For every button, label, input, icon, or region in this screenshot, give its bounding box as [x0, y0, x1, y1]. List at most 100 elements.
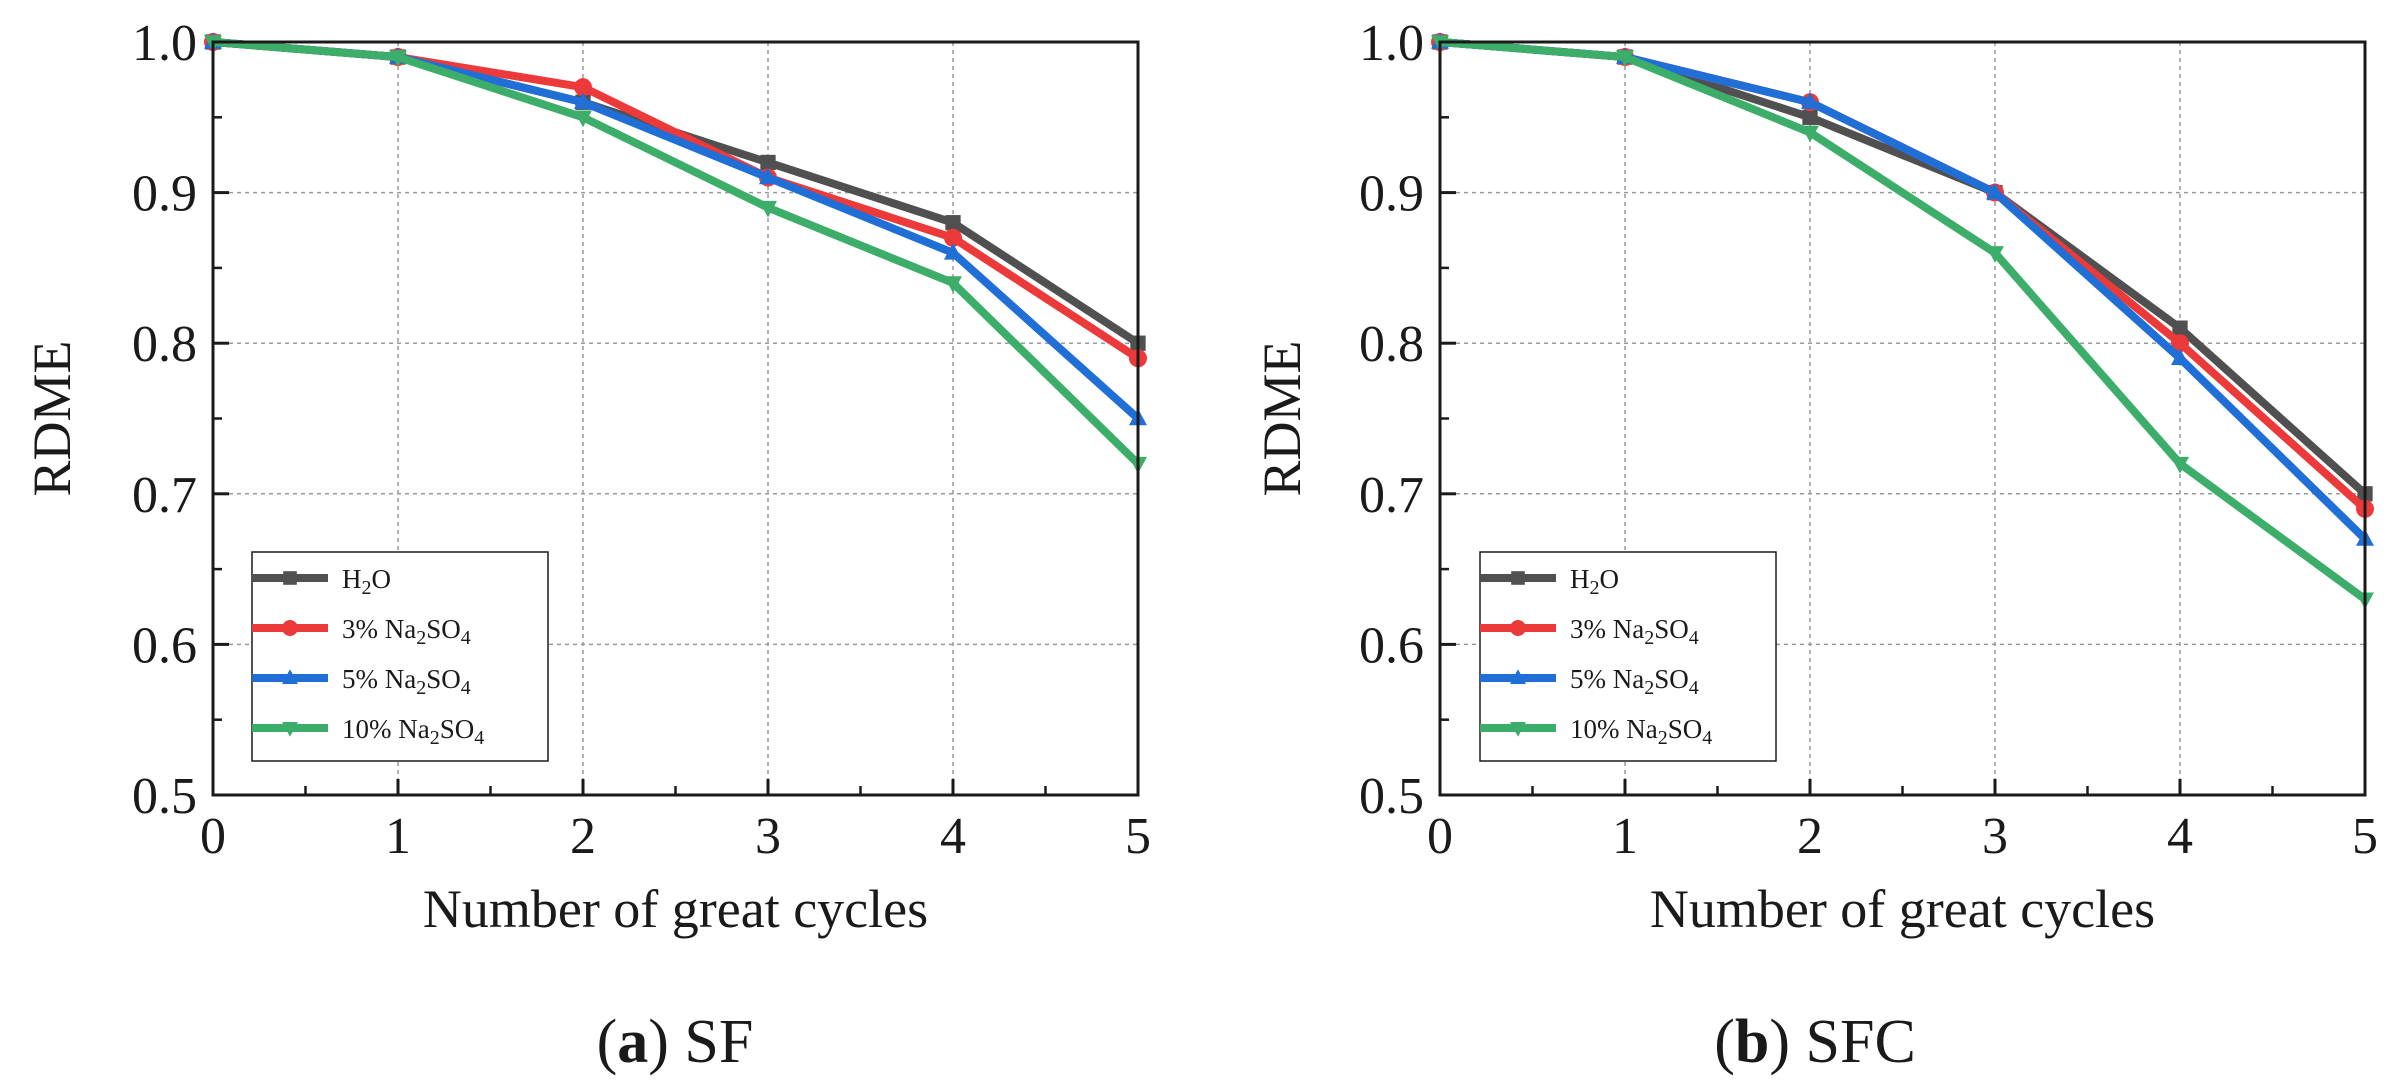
x-tick-label: 2 [1797, 808, 1823, 865]
y-tick-label: 0.8 [132, 316, 197, 373]
data-point-triangle-up [944, 242, 962, 260]
legend-label-subscript: 2 [1644, 627, 1654, 649]
legend-label-subscript: 2 [362, 577, 372, 599]
legend-marker-square [1511, 571, 1525, 585]
y-tick-label: 0.6 [1359, 617, 1424, 674]
data-point-triangle-down [944, 276, 962, 293]
legend-marker-triangle-up [1510, 669, 1526, 684]
data-point-circle [2171, 334, 2189, 353]
x-tick-label: 3 [1982, 808, 2008, 865]
legend-label-rest: O [1600, 564, 1620, 594]
series-3-na2so4 [1431, 33, 2374, 518]
data-point-square [1802, 109, 1818, 125]
legend-marker-triangle-up [282, 669, 298, 684]
y-tick-label: 1.0 [132, 15, 197, 72]
legend-label-rest: O [372, 564, 392, 594]
legend-label-subscript: 4 [1702, 727, 1712, 749]
legend-marker-triangle-down [282, 722, 298, 737]
figure-caption: (b) SFC [1714, 1008, 1916, 1076]
y-tick-label: 0.5 [1359, 768, 1424, 825]
y-tick-label: 0.5 [132, 768, 197, 825]
x-tick-label: 4 [2167, 808, 2193, 865]
caption-paren-close: ) [648, 1008, 684, 1076]
legend-marker-square [283, 571, 297, 585]
legend-label-rest: SO [440, 714, 475, 744]
legend-label-subscript: 2 [430, 727, 440, 749]
legend-label: 5% Na2SO4 [1570, 664, 1699, 699]
x-tick-label: 1 [385, 808, 411, 865]
data-point-triangle-up [1986, 182, 2004, 200]
x-tick-label: 4 [940, 808, 966, 865]
series-line [1439, 38, 2368, 542]
legend-label-main: 5% Na [342, 664, 416, 694]
data-point-triangle-up [759, 167, 777, 185]
legend-marker-circle [1510, 620, 1526, 636]
data-point-triangle-up [1801, 92, 1819, 109]
legend-label-subscript: 2 [1590, 577, 1600, 599]
series-line [212, 38, 1141, 422]
data-point-square [760, 154, 776, 171]
y-tick-label: 0.7 [1359, 467, 1424, 524]
legend-label-main: H [342, 564, 362, 594]
x-tick-label: 1 [1612, 808, 1638, 865]
x-tick-label: 0 [1427, 808, 1453, 865]
legend-label: 10% Na2SO4 [342, 714, 484, 749]
data-point-square [945, 215, 961, 231]
x-tick-label: 2 [570, 808, 596, 865]
data-point-triangle-down [1801, 125, 1819, 143]
y-tick-label: 0.7 [132, 467, 197, 524]
legend-label: 10% Na2SO4 [1570, 714, 1712, 749]
data-point-circle [944, 228, 962, 247]
data-point-square [2172, 320, 2188, 336]
caption-paren-open: ( [1714, 1008, 1735, 1076]
plot-frame [1438, 40, 2367, 797]
data-point-triangle-down [2171, 456, 2189, 474]
legend-label: 3% Na2SO4 [342, 614, 471, 649]
caption-paren-open: ( [597, 1008, 618, 1076]
caption-letter: a [617, 1008, 648, 1076]
y-tick-label: 0.9 [132, 166, 197, 223]
series-3-na2so4 [204, 33, 1147, 368]
x-tick-label: 5 [2352, 808, 2378, 865]
legend-marker-circle [282, 620, 298, 636]
series-line [1439, 38, 2368, 603]
legend-label-subscript: 4 [461, 677, 471, 699]
data-point-triangle-down [389, 50, 407, 67]
data-point-triangle-up [574, 92, 592, 109]
x-axis-title: Number of great cycles [1650, 879, 2155, 939]
legend-label-subscript: 4 [1689, 677, 1699, 699]
series-line [212, 38, 1141, 362]
y-tick-label: 1.0 [1359, 15, 1424, 72]
legend-label-main: H [1570, 564, 1590, 594]
series-10-na2so4 [1431, 35, 2374, 610]
data-point-triangle-down [574, 110, 592, 128]
legend-label-subscript: 2 [416, 677, 426, 699]
y-tick-label: 0.8 [1359, 316, 1424, 373]
legend-label-subscript: 4 [1689, 627, 1699, 649]
series-line [212, 38, 1141, 467]
chart-b: 0 1 2 3 4 5 0.5 0.6 0.7 0.8 0.9 1.0 Number of great … [1252, 15, 2378, 1076]
legend-label-main: 10% Na [342, 714, 430, 744]
caption-letter: b [1735, 1008, 1769, 1076]
y-tick-label: 0.6 [132, 617, 197, 674]
gridlines [213, 42, 1138, 795]
legend-label: H2O [1570, 564, 1619, 599]
series-h2o [1432, 34, 2373, 502]
legend-label-main: 10% Na [1570, 714, 1658, 744]
legend-label: 3% Na2SO4 [1570, 614, 1699, 649]
legend-label-subscript: 4 [474, 727, 484, 749]
plot-frame [211, 40, 1140, 797]
legend-label: 5% Na2SO4 [342, 664, 471, 699]
series-line [1439, 38, 2368, 497]
data-point-triangle-down [759, 200, 777, 218]
figure-caption: (a) SF [597, 1008, 754, 1076]
chart-a: 0 1 2 3 4 5 0.5 0.6 0.7 0.8 0.9 1.0 Number of great … [22, 15, 1151, 1076]
y-axis-title: RDME [22, 340, 82, 496]
x-tick-label: 3 [755, 808, 781, 865]
legend-label: H2O [342, 564, 391, 599]
data-point-triangle-down [1986, 246, 2004, 263]
caption-text: SF [684, 1008, 753, 1076]
